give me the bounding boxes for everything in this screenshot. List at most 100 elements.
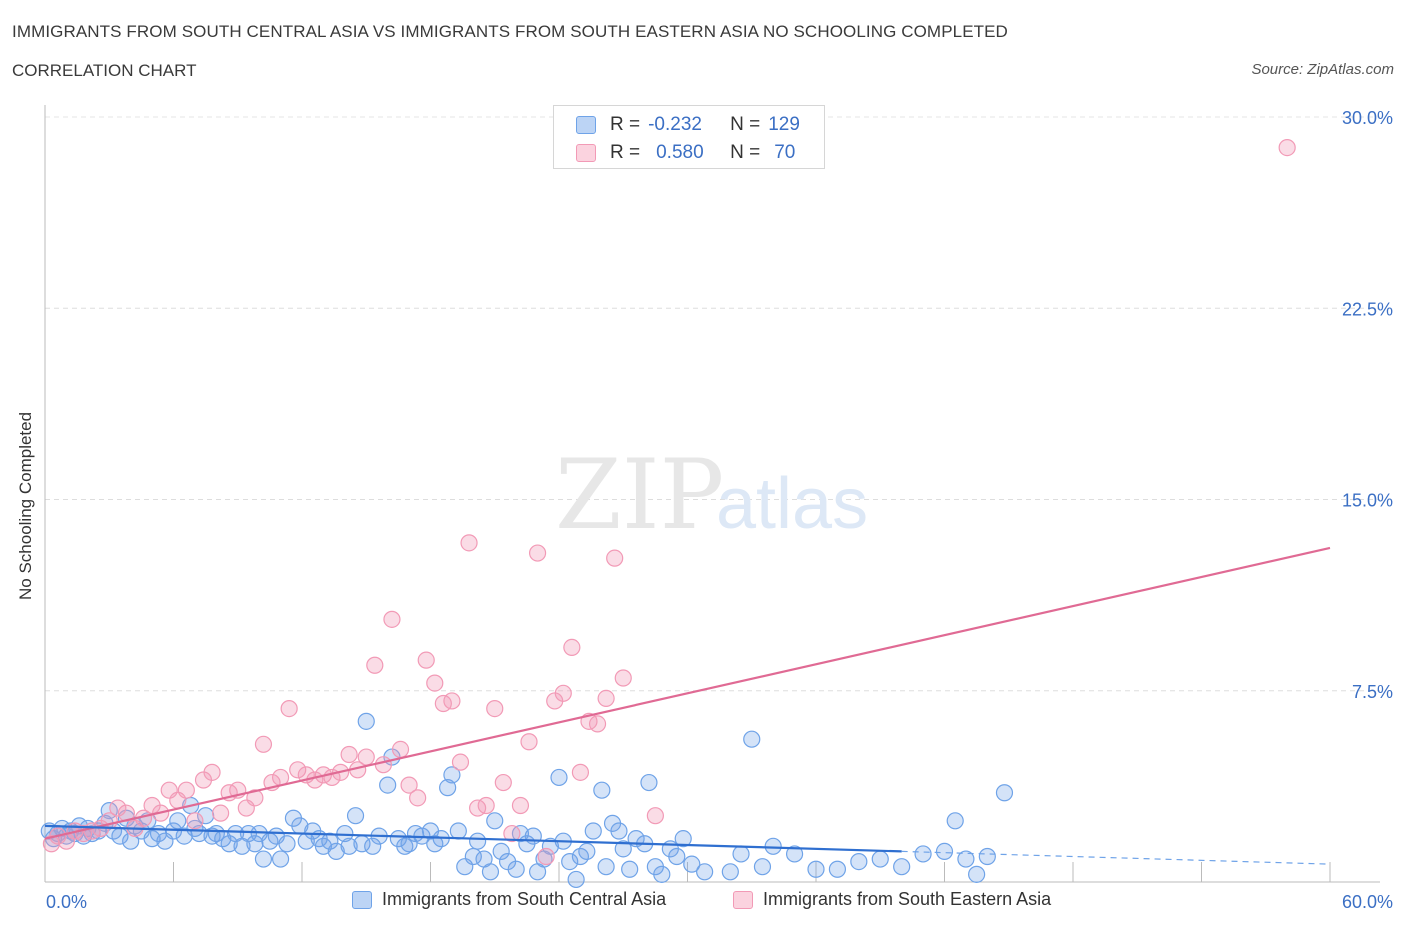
bottom-legend-swatch-blue: [352, 890, 372, 909]
data-point-blue: [346, 807, 365, 825]
data-point-pink: [614, 669, 632, 687]
data-point-blue: [340, 837, 358, 855]
source-note: Source: ZipAtlas.com: [1251, 61, 1394, 78]
grid-lines: [45, 116, 1380, 692]
data-point-blue: [321, 832, 339, 850]
data-point-blue: [610, 822, 628, 840]
data-point-pink: [426, 674, 444, 692]
data-point-pink: [460, 534, 478, 552]
trend-line-blue: [44, 824, 902, 853]
data-point-pink: [511, 796, 530, 815]
y-tick-label: 22.5%: [1342, 299, 1393, 319]
data-point-blue: [169, 812, 187, 830]
data-point-blue: [357, 712, 375, 730]
data-point-blue: [449, 822, 467, 840]
x-tick-label: 60.0%: [1342, 892, 1393, 912]
data-point-blue: [807, 860, 825, 878]
legend-r-label: R =: [610, 114, 641, 135]
data-point-pink: [383, 610, 401, 628]
data-point-blue: [753, 858, 772, 876]
data-point-blue: [481, 863, 500, 881]
data-point-blue: [653, 865, 671, 883]
data-point-pink: [409, 789, 427, 807]
y-tick-label: 15.0%: [1342, 491, 1393, 511]
bottom-legend-series1: Immigrants from South Central Asia: [352, 889, 666, 910]
data-point-pink: [537, 847, 555, 866]
trend-lines: [44, 546, 1331, 865]
data-point-blue: [469, 832, 487, 850]
data-point-blue: [743, 730, 761, 748]
legend-r-value: 0.580: [656, 142, 704, 163]
data-point-blue: [696, 863, 714, 881]
data-point-blue: [507, 860, 525, 878]
data-point-blue: [220, 835, 238, 853]
data-point-pink: [494, 773, 512, 792]
data-point-blue: [621, 860, 639, 878]
data-point-pink: [503, 824, 521, 843]
data-point-blue: [614, 840, 632, 858]
data-point-pink: [280, 699, 298, 718]
chart-title: IMMIGRANTS FROM SOUTH CENTRAL ASIA VS IM…: [12, 22, 1008, 41]
data-point-pink: [289, 761, 307, 779]
data-point-blue: [946, 812, 964, 830]
data-point-blue: [732, 845, 750, 863]
legend-n-value: 129: [768, 114, 800, 135]
data-point-pink: [203, 763, 221, 781]
data-point-pink: [177, 781, 195, 799]
series-south-central-asia: [40, 712, 1014, 889]
data-point-blue: [721, 863, 739, 881]
data-point-blue: [871, 850, 889, 868]
y-tick-label: 7.5%: [1352, 682, 1393, 702]
data-point-pink: [400, 776, 418, 794]
data-point-blue: [957, 850, 975, 868]
data-point-blue: [764, 837, 782, 855]
legend-row-series2: R = 0.580 N = 70: [576, 140, 795, 166]
data-point-pink: [520, 733, 538, 751]
data-point-pink: [1278, 139, 1296, 157]
trend-line-blue-extension: [901, 850, 1331, 865]
data-point-pink: [357, 748, 375, 766]
data-point-blue: [785, 845, 804, 863]
data-point-pink: [391, 740, 410, 759]
data-point-blue: [271, 850, 290, 868]
data-point-pink: [563, 638, 581, 657]
data-point-blue: [541, 837, 560, 855]
data-point-pink: [597, 689, 615, 708]
data-point-pink: [486, 699, 504, 718]
data-point-blue: [364, 837, 382, 855]
legend-row-series1: R = -0.232 N = 129: [576, 112, 800, 138]
data-point-blue: [683, 855, 701, 873]
data-point-pink: [340, 745, 358, 764]
bottom-legend-label-series1: Immigrants from South Central Asia: [382, 889, 667, 909]
legend-r-label: R =: [610, 142, 641, 163]
data-point-pink: [109, 799, 127, 817]
data-point-blue: [968, 865, 986, 883]
y-tick-label: 30.0%: [1342, 108, 1393, 128]
data-point-pink: [366, 656, 384, 674]
legend-r-value: -0.232: [648, 114, 702, 135]
data-point-pink: [417, 651, 435, 669]
legend: R = -0.232 N = 129 R = 0.580 N = 70: [553, 105, 825, 169]
data-point-blue: [935, 842, 954, 861]
watermark-atlas: atlas: [716, 464, 868, 544]
data-point-pink: [374, 756, 392, 774]
data-point-pink: [554, 684, 572, 702]
x-tick-label: 0.0%: [46, 892, 87, 912]
data-point-pink: [571, 763, 590, 781]
data-point-blue: [327, 842, 345, 861]
data-point-blue: [593, 781, 611, 799]
data-point-blue: [828, 860, 847, 878]
data-point-blue: [443, 766, 461, 784]
data-point-pink: [477, 796, 495, 815]
data-point-blue: [486, 812, 504, 830]
trend-line-pink: [44, 546, 1331, 840]
data-point-pink: [443, 692, 461, 710]
data-point-pink: [451, 753, 470, 771]
data-point-blue: [578, 842, 596, 861]
data-point-pink: [212, 804, 230, 822]
tick-labels: 7.5% 15.0% 22.5% 30.0% 0.0% 60.0%: [46, 108, 1393, 912]
data-point-blue: [640, 773, 658, 792]
data-point-pink: [186, 812, 204, 830]
chart-subtitle: CORRELATION CHART: [12, 61, 197, 80]
